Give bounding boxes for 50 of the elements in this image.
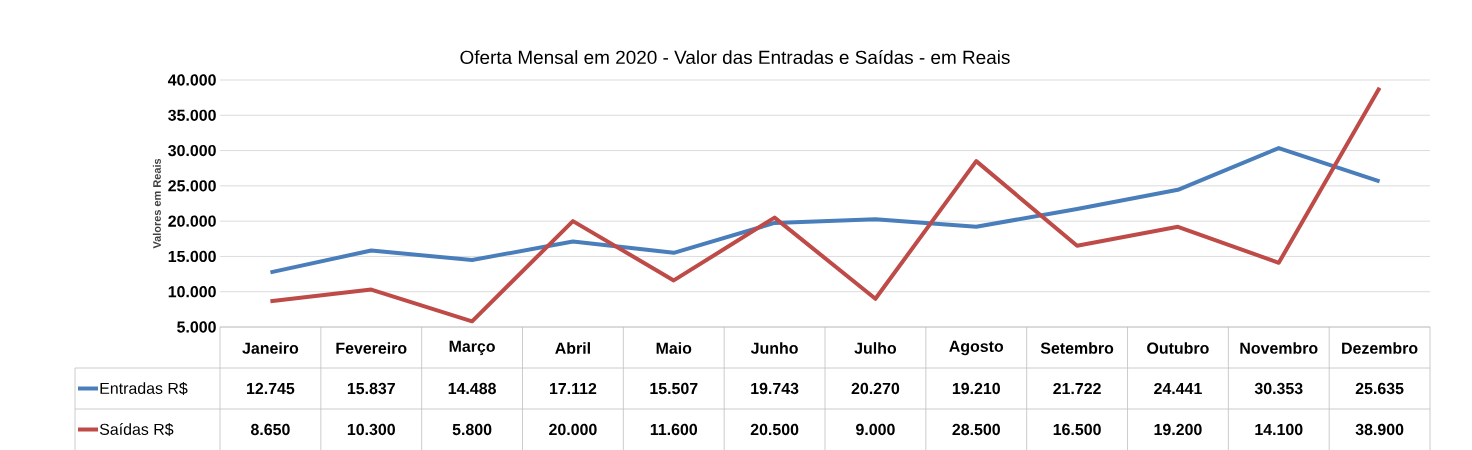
x-tick-label: Junho bbox=[750, 342, 798, 354]
y-tick-label: 25.000 bbox=[168, 180, 216, 192]
data-label: 15.507 bbox=[650, 382, 698, 395]
y-tick-label: 10.000 bbox=[168, 286, 216, 298]
data-label: 38.900 bbox=[1355, 423, 1404, 436]
data-label: 15.837 bbox=[347, 382, 395, 395]
data-label: 8.650 bbox=[250, 423, 290, 436]
data-label: 19.200 bbox=[1154, 423, 1202, 436]
y-axis-title: Valores em Reais bbox=[152, 158, 161, 249]
x-tick-label: Abril bbox=[555, 342, 590, 354]
data-label: 11.600 bbox=[650, 423, 698, 436]
y-tick-label: 20.000 bbox=[168, 215, 216, 227]
data-label: 24.441 bbox=[1154, 382, 1202, 395]
x-tick-label: Outubro bbox=[1147, 342, 1209, 354]
x-tick-label: Março bbox=[449, 340, 495, 356]
y-tick-label: 30.000 bbox=[168, 144, 216, 157]
y-tick-label: 40.000 bbox=[167, 74, 216, 86]
data-label: 16.500 bbox=[1053, 423, 1101, 436]
line-series bbox=[268, 146, 1382, 275]
data-label: 9.000 bbox=[856, 423, 895, 436]
line-series bbox=[268, 85, 1382, 324]
x-tick-label: Maio bbox=[656, 342, 692, 354]
x-tick-label: Setembro bbox=[1040, 342, 1114, 354]
data-label: 12.745 bbox=[247, 382, 295, 395]
data-label: 21.722 bbox=[1053, 382, 1101, 395]
y-tick-label: 35.000 bbox=[168, 109, 216, 121]
x-tick-label: Fevereiro bbox=[336, 342, 407, 354]
data-label: 14.488 bbox=[448, 382, 496, 395]
legend-label: Saídas R$ bbox=[99, 423, 174, 436]
data-label: 20.000 bbox=[549, 423, 597, 436]
x-tick-label: Agosto bbox=[949, 340, 1004, 356]
data-label: 28.500 bbox=[952, 423, 1000, 436]
data-label: 20.500 bbox=[750, 423, 799, 436]
data-label: 14.100 bbox=[1255, 423, 1303, 436]
y-tick-label: 15.000 bbox=[168, 250, 216, 263]
data-label: 25.635 bbox=[1355, 382, 1404, 395]
x-tick-label: Novembro bbox=[1240, 342, 1318, 354]
chart-title: Oferta Mensal em 2020 - Valor das Entradas e Saídas - em Reais bbox=[460, 49, 1010, 65]
legend-label: Entradas R$ bbox=[100, 382, 188, 395]
data-label: 5.800 bbox=[452, 423, 492, 436]
x-tick-label: Julho bbox=[854, 342, 897, 354]
data-label: 20.270 bbox=[851, 382, 900, 395]
data-label: 19.210 bbox=[952, 382, 1000, 395]
data-label: 19.743 bbox=[751, 382, 799, 395]
y-tick-label: 5.000 bbox=[177, 321, 216, 333]
x-tick-label: Janeiro bbox=[242, 342, 299, 354]
data-label: 17.112 bbox=[549, 382, 597, 395]
data-label: 30.353 bbox=[1254, 382, 1303, 395]
data-label: 10.300 bbox=[347, 423, 395, 436]
x-tick-label: Dezembro bbox=[1342, 342, 1418, 354]
